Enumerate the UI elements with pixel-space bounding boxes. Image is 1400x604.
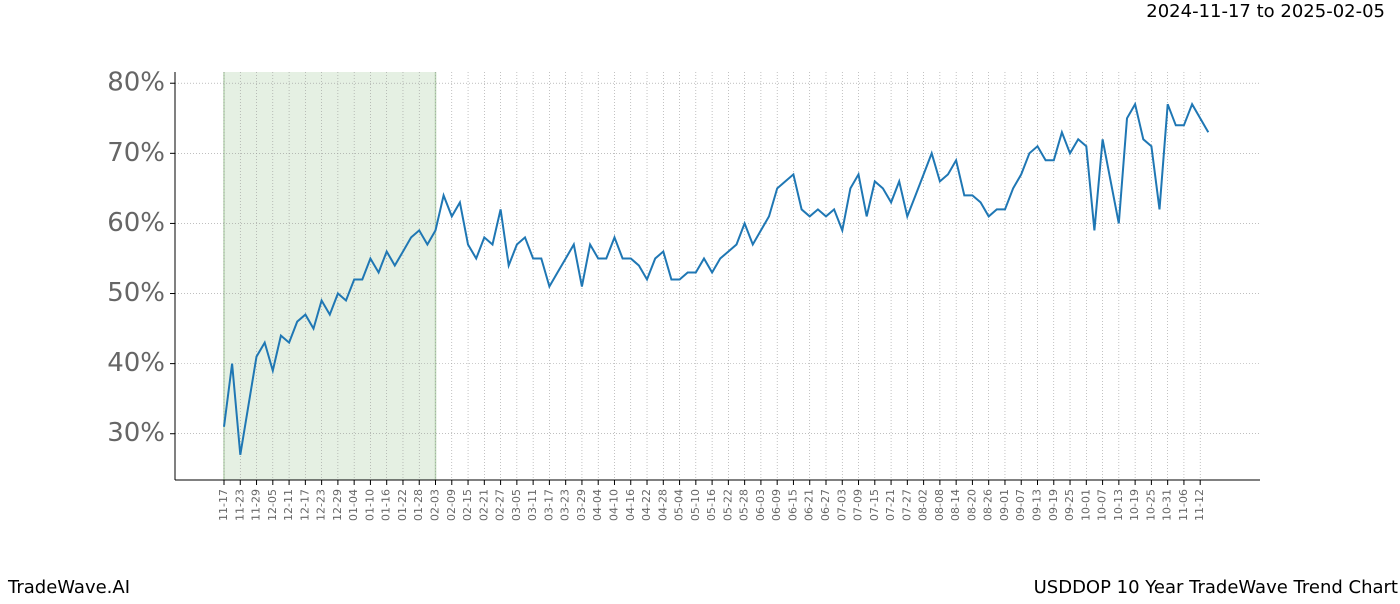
x-tick-label: 07-09 xyxy=(852,489,865,521)
x-tick-label: 08-14 xyxy=(949,489,962,521)
x-tick-label: 11-29 xyxy=(250,489,263,521)
y-tick-label: 60% xyxy=(107,208,165,238)
date-range: 2024-11-17 to 2025-02-05 xyxy=(1146,1,1385,22)
y-tick-label: 50% xyxy=(107,278,165,308)
x-tick-label: 11-23 xyxy=(233,489,246,521)
x-tick-label: 01-10 xyxy=(363,489,376,521)
x-tick-label: 01-16 xyxy=(380,489,393,521)
x-tick-label: 09-25 xyxy=(1063,489,1076,521)
x-tick-label: 06-21 xyxy=(803,489,816,521)
x-tick-label: 09-13 xyxy=(1031,489,1044,521)
x-tick-label: 03-05 xyxy=(510,489,523,521)
y-tick-label: 70% xyxy=(107,138,165,168)
x-tick-label: 10-01 xyxy=(1079,489,1092,521)
x-tick-label: 02-27 xyxy=(494,489,507,521)
x-tick-label: 09-07 xyxy=(1014,489,1027,521)
x-tick-label: 04-10 xyxy=(607,489,620,521)
chart-title: USDDOP 10 Year TradeWave Trend Chart xyxy=(1034,577,1398,598)
x-tick-label: 11-17 xyxy=(217,489,230,521)
x-tick-label: 10-19 xyxy=(1128,489,1141,521)
x-tick-label: 06-09 xyxy=(770,489,783,521)
x-tick-label: 05-22 xyxy=(721,489,734,521)
x-tick-label: 01-22 xyxy=(396,489,409,521)
x-tick-label: 06-03 xyxy=(754,489,767,521)
x-tick-label: 10-13 xyxy=(1112,489,1125,521)
x-tick-label: 12-11 xyxy=(282,489,295,521)
x-tick-label: 07-27 xyxy=(900,489,913,521)
x-tick-label: 10-31 xyxy=(1161,489,1174,521)
x-tick-label: 10-25 xyxy=(1144,489,1157,521)
y-tick-label: 80% xyxy=(107,68,165,98)
x-tick-label: 07-03 xyxy=(835,489,848,521)
x-tick-label: 05-04 xyxy=(673,489,686,521)
x-tick-label: 02-21 xyxy=(477,489,490,521)
x-tick-label: 07-21 xyxy=(884,489,897,521)
x-tick-label: 04-28 xyxy=(656,489,669,521)
x-tick-label: 03-17 xyxy=(542,489,555,521)
x-tick-label: 02-09 xyxy=(445,489,458,521)
x-tick-label: 03-29 xyxy=(575,489,588,521)
x-tick-label: 09-19 xyxy=(1047,489,1060,521)
x-tick-label: 04-04 xyxy=(591,489,604,521)
x-tick-label: 01-28 xyxy=(412,489,425,521)
x-tick-label: 05-10 xyxy=(689,489,702,521)
x-tick-label: 08-08 xyxy=(933,489,946,521)
y-tick-label: 30% xyxy=(107,418,165,448)
x-tick-label: 04-16 xyxy=(624,489,637,521)
shaded-span xyxy=(224,72,436,480)
x-tick-label: 11-12 xyxy=(1193,489,1206,521)
x-tick-label: 08-26 xyxy=(982,489,995,521)
x-tick-label: 12-17 xyxy=(298,489,311,521)
x-tick-label: 09-01 xyxy=(998,489,1011,521)
x-tick-label: 03-11 xyxy=(526,489,539,521)
brand: TradeWave.AI xyxy=(7,577,130,598)
x-tick-label: 07-15 xyxy=(868,489,881,521)
x-tick-label: 02-15 xyxy=(461,489,474,521)
x-tick-label: 02-03 xyxy=(429,489,442,521)
x-tick-label: 08-02 xyxy=(917,489,930,521)
y-tick-label: 40% xyxy=(107,348,165,378)
x-tick-label: 05-28 xyxy=(738,489,751,521)
trend-line xyxy=(223,101,1210,455)
x-tick-label: 01-04 xyxy=(347,489,360,521)
x-tick-label: 03-23 xyxy=(559,489,572,521)
x-tick-label: 08-20 xyxy=(965,489,978,521)
x-tick-label: 05-16 xyxy=(705,489,718,521)
x-tick-label: 12-05 xyxy=(266,489,279,521)
x-tick-label: 11-06 xyxy=(1177,489,1190,521)
x-tick-label: 10-07 xyxy=(1096,489,1109,521)
x-tick-label: 12-23 xyxy=(315,489,328,521)
x-tick-label: 04-22 xyxy=(640,489,653,521)
x-tick-label: 06-27 xyxy=(819,489,832,521)
x-tick-label: 12-29 xyxy=(331,489,344,521)
x-tick-label: 06-15 xyxy=(786,489,799,521)
